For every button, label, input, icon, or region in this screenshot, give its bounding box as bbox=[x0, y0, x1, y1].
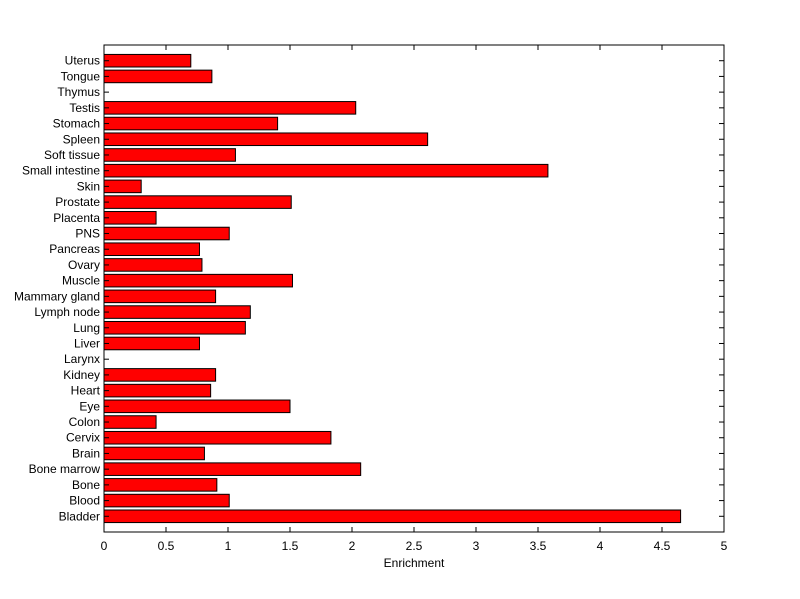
x-tick-label-0: 0 bbox=[101, 539, 108, 553]
bar-lung bbox=[103, 320, 246, 335]
bar-pns bbox=[103, 226, 230, 241]
y-tick-label-brain: Brain bbox=[72, 446, 100, 460]
y-tick-label-bone-marrow: Bone marrow bbox=[29, 462, 101, 476]
x-tick-label-5: 2.5 bbox=[406, 539, 423, 553]
y-tick-label-tongue: Tongue bbox=[61, 69, 101, 83]
y-tick-label-larynx: Larynx bbox=[64, 352, 100, 366]
x-tick-label-7: 3.5 bbox=[530, 539, 547, 553]
x-tick-label-10: 5 bbox=[721, 539, 728, 553]
y-tick-label-cervix: Cervix bbox=[66, 431, 100, 445]
bar-prostate bbox=[103, 195, 292, 209]
y-tick-label-ovary: Ovary bbox=[68, 258, 100, 272]
y-tick-label-stomach: Stomach bbox=[53, 117, 100, 131]
y-tick-label-thymus: Thymus bbox=[57, 85, 100, 99]
x-tick-label-1: 0.5 bbox=[158, 539, 175, 553]
bar-soft-tissue bbox=[103, 148, 236, 162]
bar-heart bbox=[103, 383, 212, 398]
bar-bone-marrow bbox=[103, 462, 362, 476]
x-tick-label-9: 4.5 bbox=[654, 539, 671, 553]
x-tick-label-3: 1.5 bbox=[282, 539, 299, 553]
y-tick-label-kidney: Kidney bbox=[63, 368, 100, 382]
bar-testis bbox=[103, 101, 357, 115]
bar-muscle bbox=[103, 273, 293, 288]
x-tick-label-2: 1 bbox=[225, 539, 232, 553]
bar-bladder bbox=[103, 509, 682, 524]
bar-blood bbox=[103, 493, 230, 508]
bar-liver bbox=[103, 336, 200, 351]
y-tick-label-prostate: Prostate bbox=[55, 195, 100, 209]
y-tick-label-liver: Liver bbox=[74, 336, 100, 350]
y-tick-label-skin: Skin bbox=[77, 179, 100, 193]
x-tick-label-8: 4 bbox=[597, 539, 604, 553]
x-tick-label-6: 3 bbox=[473, 539, 480, 553]
bar-lymph-node bbox=[103, 305, 251, 319]
y-tick-label-blood: Blood bbox=[69, 494, 100, 508]
bar-colon bbox=[103, 415, 157, 429]
bar-uterus bbox=[103, 53, 192, 68]
y-tick-label-heart: Heart bbox=[71, 384, 101, 398]
y-tick-label-lung: Lung bbox=[73, 321, 100, 335]
bar-pancreas bbox=[103, 242, 200, 257]
bar-placenta bbox=[103, 211, 157, 225]
y-tick-label-soft-tissue: Soft tissue bbox=[44, 148, 100, 162]
y-tick-label-bone: Bone bbox=[72, 478, 100, 492]
bar-stomach bbox=[103, 116, 279, 131]
bar-small-intestine bbox=[103, 163, 549, 178]
bar-brain bbox=[103, 446, 205, 461]
y-tick-label-pancreas: Pancreas bbox=[49, 242, 100, 256]
x-axis-label: Enrichment bbox=[384, 556, 445, 570]
bar-eye bbox=[103, 399, 291, 414]
bar-tongue bbox=[103, 69, 213, 84]
bar-ovary bbox=[103, 258, 203, 272]
bar-cervix bbox=[103, 430, 332, 445]
y-tick-label-colon: Colon bbox=[69, 415, 100, 429]
bar-mammary-gland bbox=[103, 289, 217, 304]
y-tick-label-muscle: Muscle bbox=[62, 274, 100, 288]
y-tick-label-small-intestine: Small intestine bbox=[22, 164, 100, 178]
bar-spleen bbox=[103, 132, 429, 147]
bar-kidney bbox=[103, 368, 217, 382]
x-tick-label-4: 2 bbox=[349, 539, 356, 553]
y-tick-label-testis: Testis bbox=[69, 101, 100, 115]
y-tick-label-spleen: Spleen bbox=[63, 132, 100, 146]
y-tick-label-uterus: Uterus bbox=[65, 54, 100, 68]
plot-frame bbox=[103, 44, 725, 533]
bar-bone bbox=[103, 478, 218, 492]
y-tick-label-eye: Eye bbox=[79, 399, 100, 413]
y-tick-label-lymph-node: Lymph node bbox=[34, 305, 100, 319]
y-tick-label-pns: PNS bbox=[75, 227, 100, 241]
bar-skin bbox=[103, 179, 142, 194]
y-tick-label-bladder: Bladder bbox=[59, 509, 100, 523]
y-tick-label-mammary-gland: Mammary gland bbox=[14, 289, 100, 303]
y-tick-label-placenta: Placenta bbox=[53, 211, 100, 225]
